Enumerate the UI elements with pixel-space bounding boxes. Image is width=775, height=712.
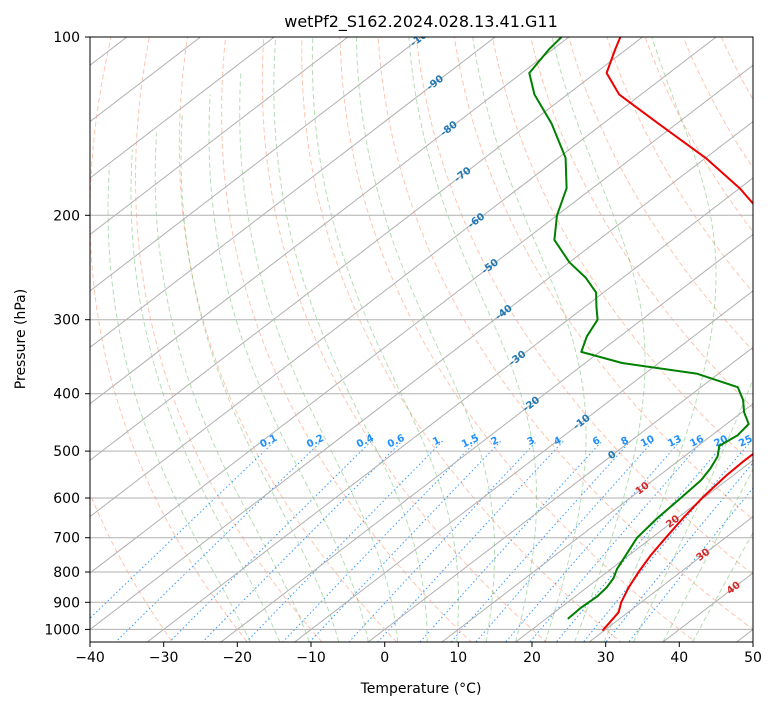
y-tick-label: 400 (53, 387, 80, 403)
chart-title: wetPf2_S162.2024.028.13.41.G11 (284, 12, 558, 32)
y-tick-label: 600 (53, 491, 80, 507)
y-tick-label: 100 (53, 30, 80, 46)
x-tick-label: −30 (149, 650, 179, 666)
x-tick-label: −40 (75, 650, 105, 666)
x-tick-label: 40 (670, 650, 688, 666)
x-tick-label: 10 (449, 650, 467, 666)
y-tick-label: 900 (53, 595, 80, 611)
y-tick-label: 800 (53, 565, 80, 581)
x-tick-label: 20 (523, 650, 541, 666)
y-axis-label: Pressure (hPa) (13, 289, 29, 389)
y-tick-label: 700 (53, 531, 80, 547)
x-tick-label: −10 (296, 650, 326, 666)
y-tick-label: 500 (53, 444, 80, 460)
x-tick-label: 30 (597, 650, 615, 666)
x-tick-label: 50 (744, 650, 762, 666)
y-tick-label: 1000 (44, 622, 80, 638)
x-axis-label: Temperature (°C) (360, 681, 482, 697)
x-tick-label: 0 (380, 650, 389, 666)
y-tick-label: 300 (53, 313, 80, 329)
x-tick-label: −20 (223, 650, 253, 666)
y-tick-label: 200 (53, 208, 80, 224)
